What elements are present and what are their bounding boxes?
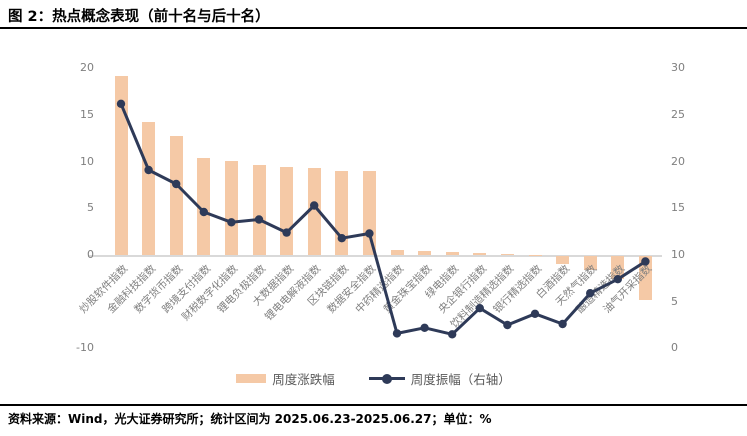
- left-axis-tick: 5: [87, 201, 94, 215]
- figure-title: 图 2：热点概念表现（前十名与后十名）: [8, 9, 270, 25]
- right-axis-tick: 0: [671, 341, 678, 355]
- left-axis-tick: 0: [87, 248, 94, 261]
- right-axis-tick: 5: [671, 294, 678, 308]
- right-axis-tick: 20: [671, 154, 685, 168]
- bar: [252, 165, 266, 255]
- legend-item-line: 周度振幅（右轴）: [368, 369, 511, 388]
- bar: [362, 171, 376, 255]
- left-axis-tick: 10: [80, 154, 94, 168]
- bar: [142, 121, 156, 255]
- source-note: 资料来源：Wind，光大证券研究所；统计区间为 2025.06.23-2025.…: [8, 412, 492, 426]
- bar: [390, 250, 404, 255]
- bar: [169, 135, 183, 255]
- right-axis-tick: 30: [671, 61, 685, 75]
- right-axis-tick: 15: [671, 201, 685, 215]
- line-point: [530, 309, 540, 318]
- bar: [307, 168, 321, 255]
- right-axis-tick: 25: [671, 107, 685, 121]
- legend: 周度涨跌幅 周度振幅（右轴）: [0, 369, 747, 388]
- bar: [445, 251, 459, 255]
- right-axis-tick: 10: [671, 247, 685, 261]
- bar: [197, 157, 211, 255]
- left-axis-tick: 15: [80, 108, 94, 121]
- bar: [224, 160, 238, 255]
- line-point: [503, 320, 512, 330]
- bar: [280, 167, 294, 255]
- bar-swatch-icon: [236, 374, 267, 383]
- bar: [114, 75, 128, 255]
- line-point: [420, 323, 429, 332]
- bar-legend-label: 周度涨跌幅: [272, 372, 335, 387]
- line-point: [558, 319, 567, 329]
- title-underline: [0, 27, 747, 29]
- bar: [473, 252, 487, 255]
- chart-area: 20 15 10 5 0 -10 30 25 20 15 10 5 0 炒股软件指数 金融科技指数 数字货币…: [0, 30, 747, 370]
- bar: [335, 171, 349, 255]
- line-point: [448, 330, 457, 339]
- footer-rule: [0, 404, 747, 406]
- line-marker-icon: [368, 373, 405, 384]
- bar: [418, 251, 432, 255]
- left-axis-tick: 20: [80, 61, 94, 75]
- bar: [500, 253, 514, 255]
- legend-item-bars: 周度涨跌幅: [236, 369, 335, 388]
- left-axis-tick: -10: [76, 341, 94, 355]
- zero-axis-line: [88, 255, 662, 257]
- line-legend-label: 周度振幅（右轴）: [410, 372, 511, 387]
- line-point: [392, 329, 402, 338]
